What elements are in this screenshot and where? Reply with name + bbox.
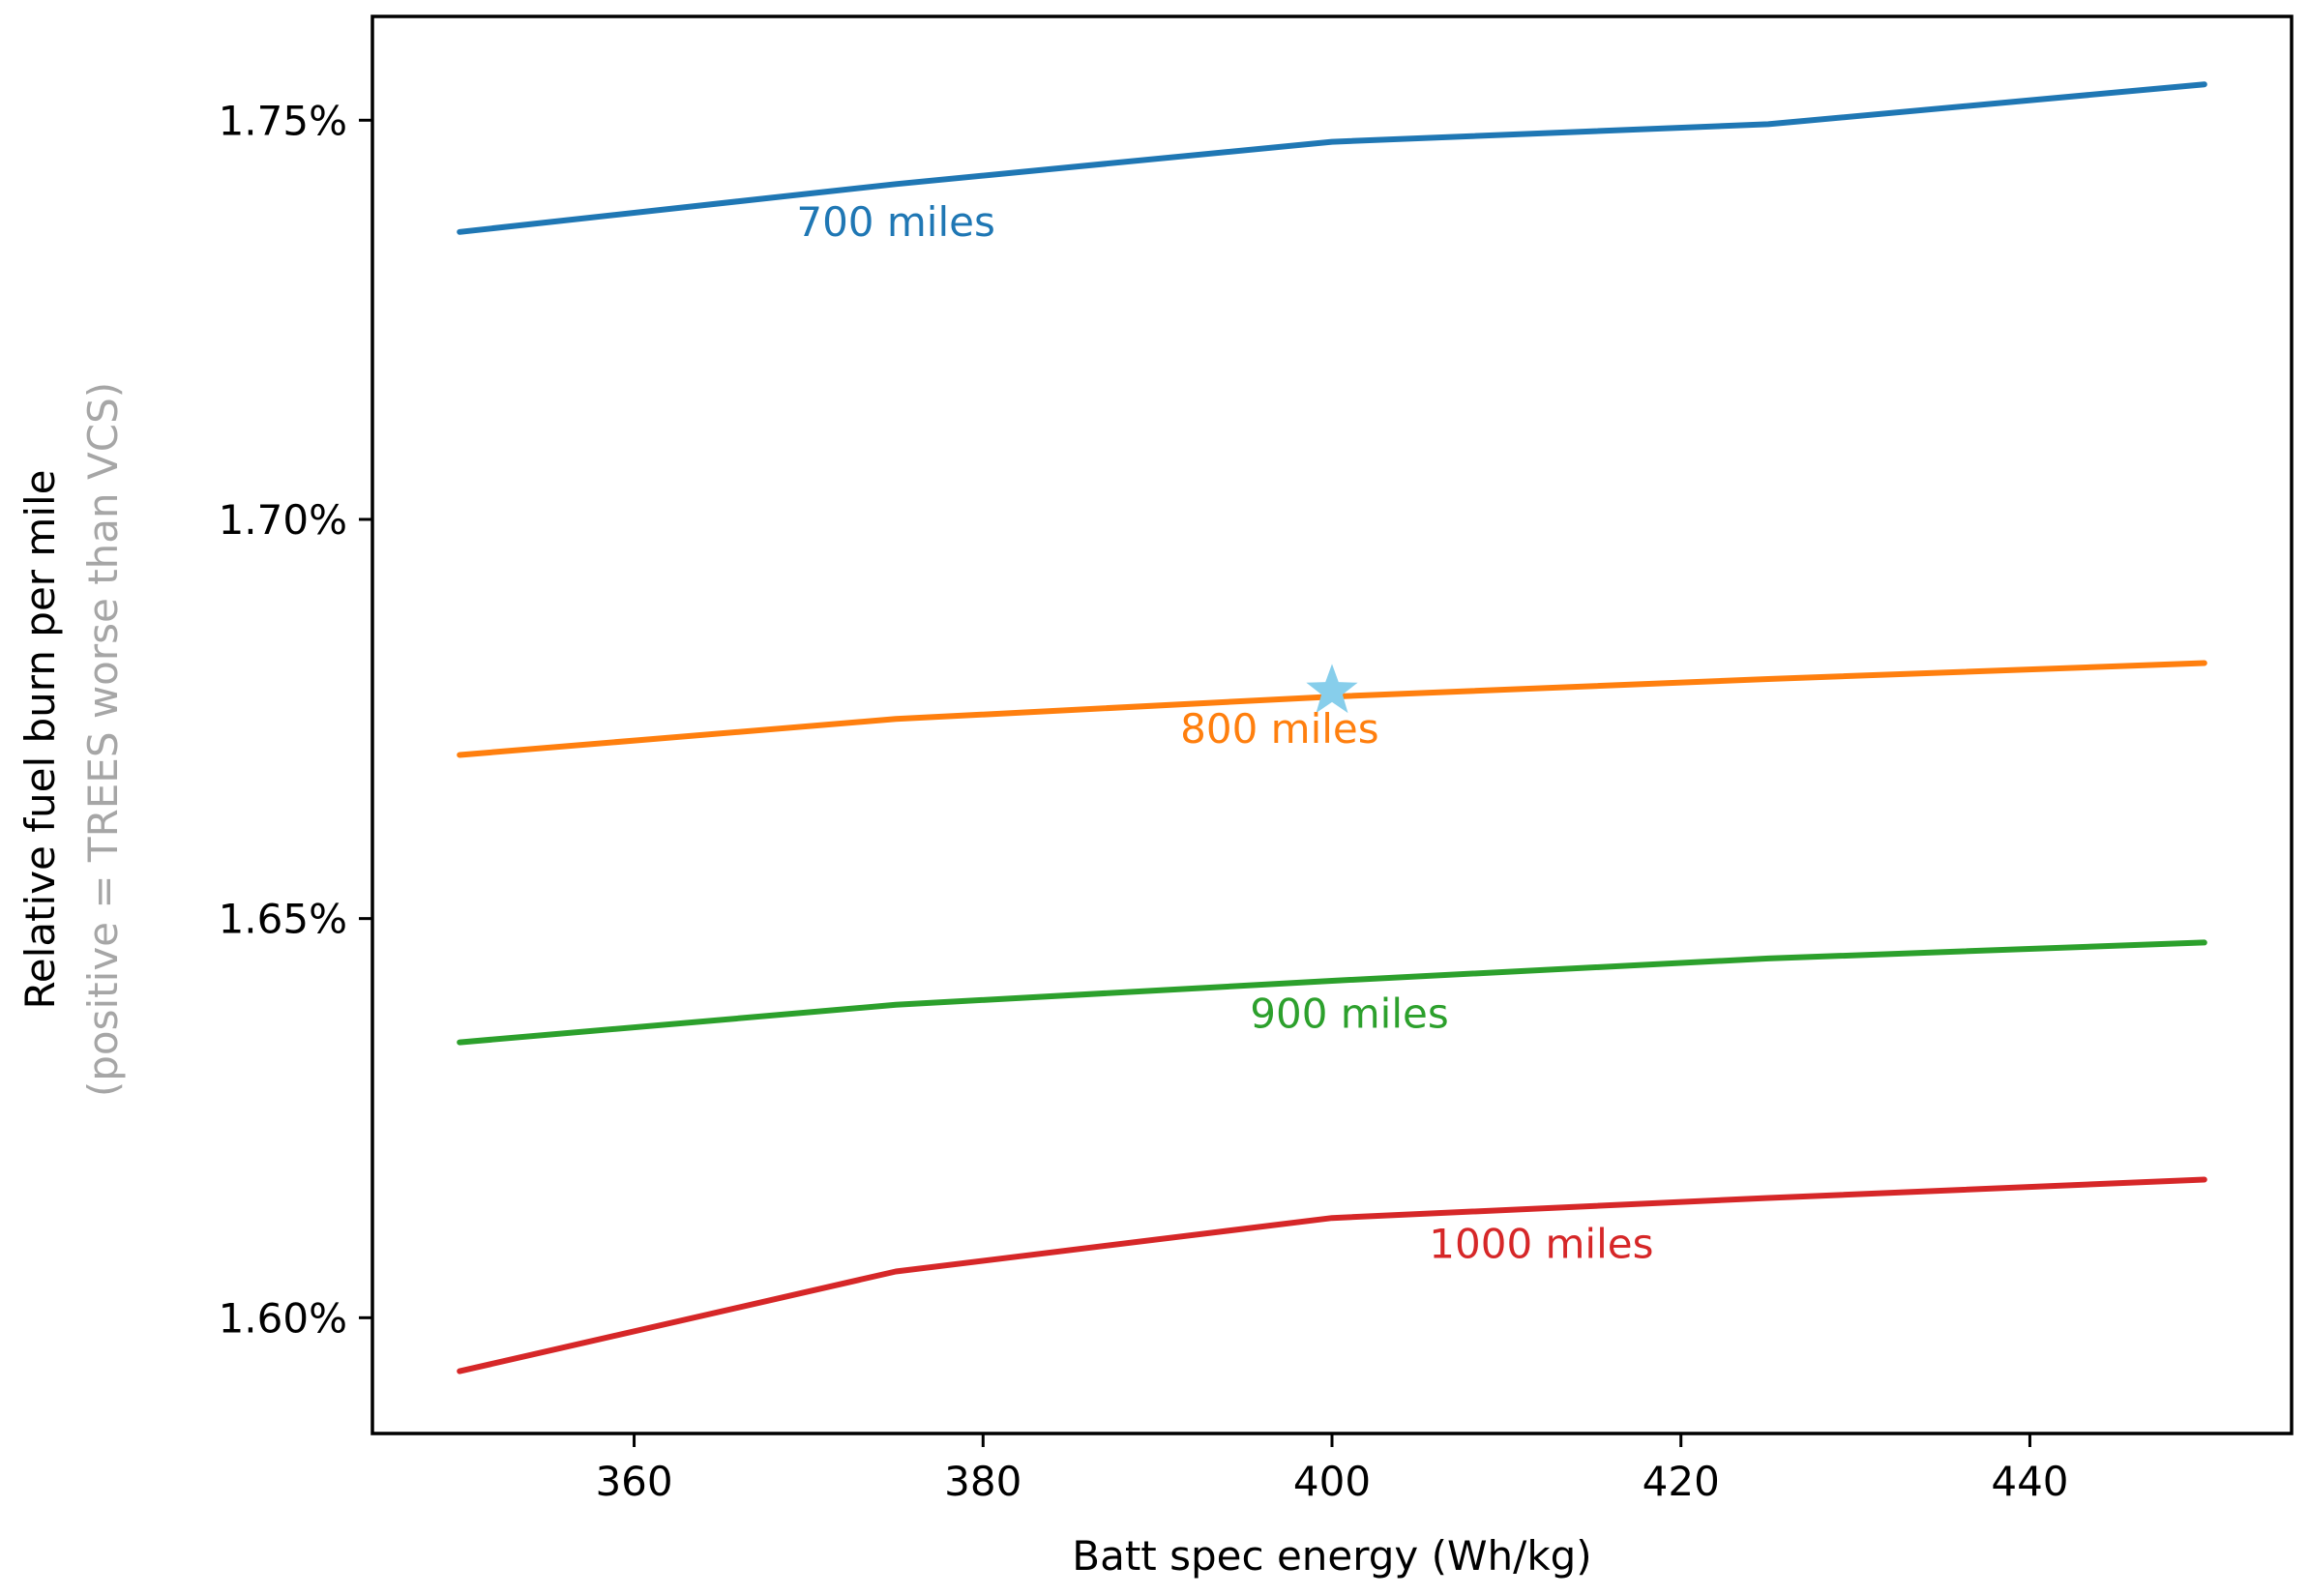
x-axis-title: Batt spec energy (Wh/kg)	[1072, 1532, 1591, 1580]
series-line-700-miles	[457, 81, 2207, 235]
y-tick-label-0: 1.60%	[219, 1294, 347, 1342]
y-tick-label-1: 1.65%	[219, 896, 347, 943]
marker-layer	[1306, 664, 1358, 714]
series-labels: 700 miles 800 miles 900 miles 1000 miles	[796, 198, 1653, 1267]
series-label-1000-miles: 1000 miles	[1429, 1220, 1653, 1267]
series-label-900-miles: 900 miles	[1250, 990, 1449, 1038]
x-axis-ticks: 360 380 400 420 440	[595, 1433, 2069, 1505]
y-axis-subtitle: (positive = TREES worse than VCS)	[79, 382, 127, 1097]
series-line-1000-miles	[457, 1176, 2207, 1374]
series-lines	[457, 81, 2207, 1374]
series-label-700-miles: 700 miles	[796, 198, 995, 246]
x-tick-label-440: 440	[1991, 1458, 2068, 1505]
y-axis-title: Relative fuel burn per mile	[16, 470, 64, 1010]
y-tick-label-2: 1.70%	[219, 496, 347, 544]
y-axis-ticks: 1.60% 1.65% 1.70% 1.75%	[219, 97, 372, 1342]
x-tick-label-400: 400	[1293, 1458, 1371, 1505]
x-tick-label-360: 360	[595, 1458, 672, 1505]
x-tick-label-380: 380	[944, 1458, 1021, 1505]
y-tick-label-3: 1.75%	[219, 97, 347, 144]
x-tick-label-420: 420	[1643, 1458, 1720, 1505]
series-label-800-miles: 800 miles	[1180, 705, 1379, 753]
star-marker	[1306, 664, 1358, 714]
series-line-900-miles	[457, 939, 2207, 1046]
